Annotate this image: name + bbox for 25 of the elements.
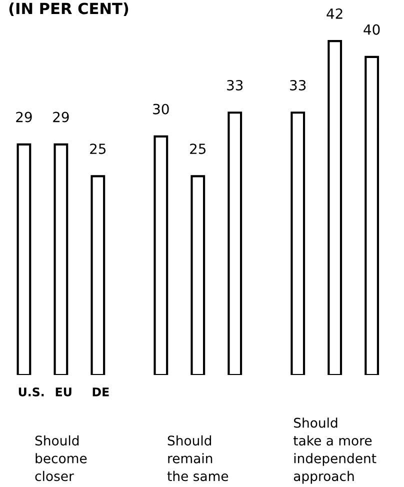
bar [16,143,32,375]
data-label: 29 [53,112,69,122]
bar [54,143,68,375]
x-tick-label: Should take a more independent approach [293,418,376,484]
bar [190,175,206,375]
bar [364,56,380,375]
bar [90,175,106,375]
bar [154,135,168,375]
data-label: 29 [16,112,32,122]
x-tick-label: Should remain the same [167,435,228,482]
data-label: 42 [326,8,342,19]
series-label: EU [56,388,72,396]
bar [228,112,242,375]
chart-title: (IN PER CENT) [9,2,128,16]
x-tick-label: Should become closer [35,435,87,482]
bar [290,112,306,375]
data-label: 25 [190,144,206,154]
data-label: 40 [364,24,380,35]
data-label: 33 [227,80,243,90]
data-label: 30 [153,104,169,114]
bar [328,40,342,375]
series-label: U.S. [18,387,44,396]
data-label: 33 [290,80,306,90]
data-label: 25 [90,144,106,154]
series-label: DE [92,388,109,396]
